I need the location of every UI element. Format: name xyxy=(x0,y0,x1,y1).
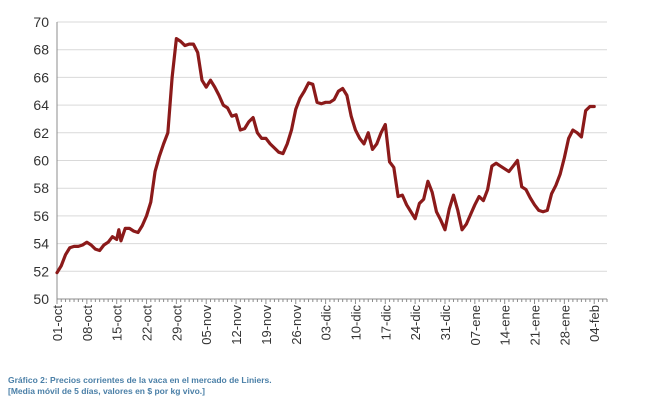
gridlines xyxy=(57,21,607,300)
x-tick-label-19-nov: 19-nov xyxy=(259,305,274,345)
figure-caption: Gráfico 2: Precios corrientes de la vaca… xyxy=(8,375,638,397)
x-tick-label-15-oct: 15-oct xyxy=(110,305,125,342)
axes xyxy=(56,22,608,304)
x-tick-label-05-nov: 05-nov xyxy=(199,305,214,345)
x-tick-label-24-dic: 24-dic xyxy=(408,305,423,341)
x-tick-label-07-ene: 07-ene xyxy=(468,305,483,345)
y-tick-label-66: 66 xyxy=(33,69,49,85)
y-tick-label-68: 68 xyxy=(33,42,49,58)
x-tick-label-10-dic: 10-dic xyxy=(348,305,363,341)
y-tick-label-50: 50 xyxy=(33,291,49,307)
x-tick-label-21-ene: 21-ene xyxy=(528,305,543,345)
x-tick-label-28-ene: 28-ene xyxy=(557,305,572,345)
series-line-0 xyxy=(55,37,596,275)
x-tick-label-26-nov: 26-nov xyxy=(289,305,304,345)
y-tick-label-56: 56 xyxy=(33,208,49,224)
y-tick-label-52: 52 xyxy=(33,263,49,279)
price-line-chart: 50 52 54 56 58 60 62 64 66 68 70 01-oct 08-oct 15-oc… xyxy=(33,14,608,346)
x-tick-label-29-oct: 29-oct xyxy=(169,305,184,342)
x-tick-label-17-dic: 17-dic xyxy=(378,305,393,341)
x-tick-label-12-nov: 12-nov xyxy=(229,305,244,345)
x-tick-label-03-dic: 03-dic xyxy=(319,305,334,341)
y-tick-label-64: 64 xyxy=(33,97,49,113)
series xyxy=(55,37,596,275)
x-tick-label-14-ene: 14-ene xyxy=(498,305,513,345)
y-tick-label-70: 70 xyxy=(33,14,49,30)
x-tick-label-31-dic: 31-dic xyxy=(438,305,453,341)
x-tick-label-01-oct: 01-oct xyxy=(50,305,65,342)
y-tick-label-58: 58 xyxy=(33,180,49,196)
x-axis-tick-labels: 01-oct 08-oct 15-oct 22-oct 29-oct 05-nov 12-n… xyxy=(50,305,602,346)
y-axis-tick-labels: 50 52 54 56 58 60 62 64 66 68 70 xyxy=(33,14,49,307)
y-tick-label-60: 60 xyxy=(33,153,49,169)
x-tick-label-22-oct: 22-oct xyxy=(140,305,155,342)
x-tick-label-08-oct: 08-oct xyxy=(80,305,95,342)
caption-line-2: [Media móvil de 5 días, valores en $ por… xyxy=(8,386,205,396)
x-tick-label-04-feb: 04-feb xyxy=(587,305,602,342)
caption-line-1: Gráfico 2: Precios corrientes de la vaca… xyxy=(8,375,272,385)
y-tick-label-62: 62 xyxy=(33,125,49,141)
y-tick-label-54: 54 xyxy=(33,236,49,252)
